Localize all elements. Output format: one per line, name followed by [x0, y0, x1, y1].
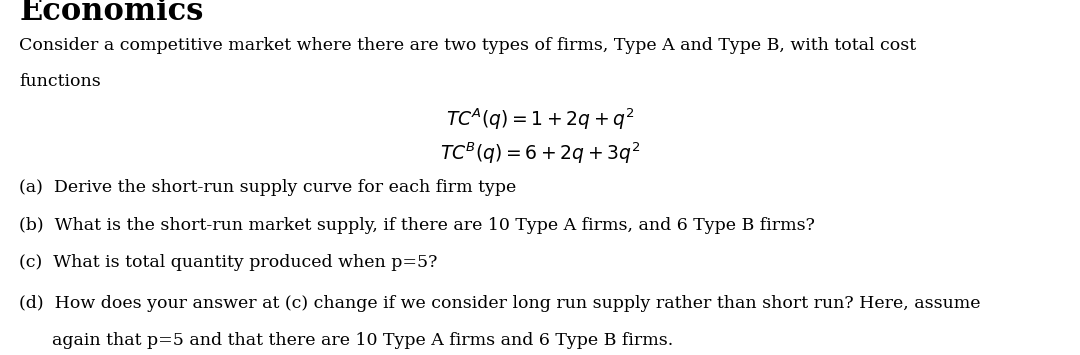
Text: Consider a competitive market where there are two types of firms, Type A and Typ: Consider a competitive market where ther…: [19, 37, 917, 54]
Text: again that p=5 and that there are 10 Type A firms and 6 Type B firms.: again that p=5 and that there are 10 Typ…: [19, 332, 674, 349]
Text: functions: functions: [19, 73, 102, 90]
Text: Economics: Economics: [19, 0, 204, 27]
Text: (d)  How does your answer at (c) change if we consider long run supply rather th: (d) How does your answer at (c) change i…: [19, 295, 981, 312]
Text: (a)  Derive the short-run supply curve for each firm type: (a) Derive the short-run supply curve fo…: [19, 179, 516, 196]
Text: (c)  What is total quantity produced when p=5?: (c) What is total quantity produced when…: [19, 254, 437, 271]
Text: (b)  What is the short-run market supply, if there are 10 Type A firms, and 6 Ty: (b) What is the short-run market supply,…: [19, 217, 815, 234]
Text: $TC^B(q) = 6 + 2q + 3q^2$: $TC^B(q) = 6 + 2q + 3q^2$: [440, 140, 640, 166]
Text: $TC^A(q) = 1 + 2q + q^2$: $TC^A(q) = 1 + 2q + q^2$: [446, 106, 634, 132]
